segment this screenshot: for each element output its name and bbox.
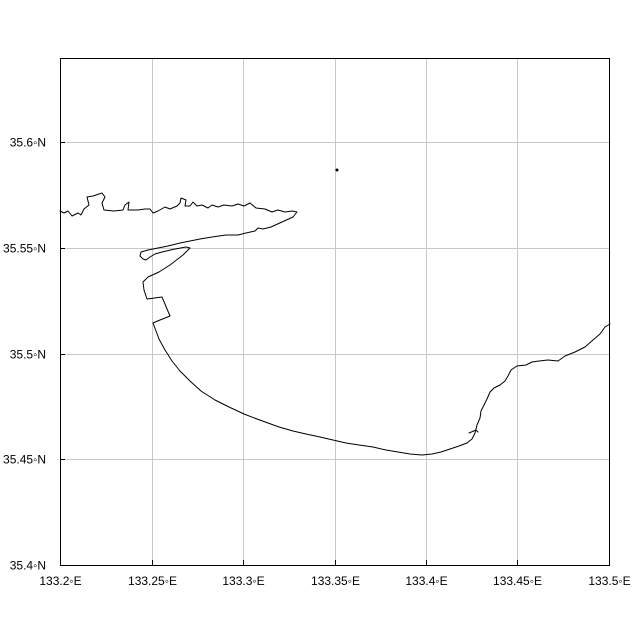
lat-tick-label: 35.55◦N xyxy=(3,242,46,256)
axis-labels: 133.2◦E 133.25◦E 133.3◦E 133.35◦E 133.4◦E 133… xyxy=(3,136,631,589)
lat-tick-label: 35.4◦N xyxy=(10,559,46,573)
lon-tick-label: 133.25◦E xyxy=(128,574,177,588)
coastline-main xyxy=(59,192,611,456)
lat-tick-label: 35.5◦N xyxy=(10,348,46,362)
map-frame xyxy=(60,58,610,566)
lon-tick-label: 133.2◦E xyxy=(39,574,81,588)
islet xyxy=(335,168,339,172)
lat-tick-label: 35.6◦N xyxy=(10,136,46,150)
lon-tick-label: 133.5◦E xyxy=(588,574,630,588)
lat-tick-label: 35.45◦N xyxy=(3,453,46,467)
lon-tick-label: 133.3◦E xyxy=(222,574,264,588)
lon-tick-label: 133.35◦E xyxy=(311,574,360,588)
axis-ticks xyxy=(60,142,610,566)
lon-tick-label: 133.45◦E xyxy=(493,574,542,588)
coastline-spur xyxy=(468,429,479,434)
graticule xyxy=(60,58,610,566)
lon-tick-label: 133.4◦E xyxy=(405,574,447,588)
